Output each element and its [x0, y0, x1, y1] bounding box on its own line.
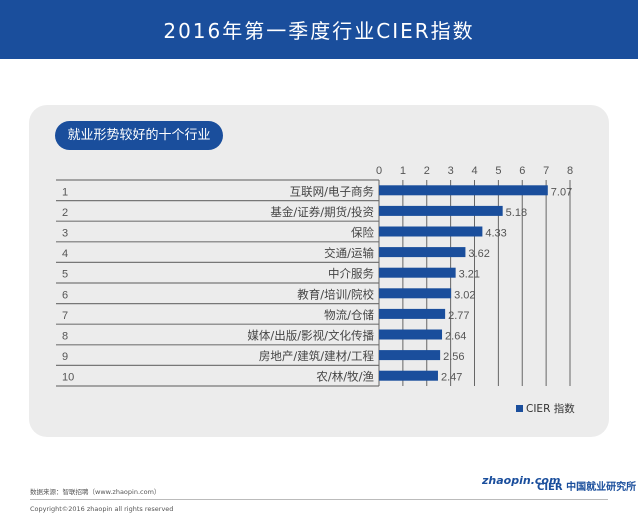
x-tick-label: 2: [424, 165, 430, 177]
rank-label: 2: [62, 207, 68, 219]
rank-label: 8: [62, 331, 68, 343]
cier-logo: CIER 中国就业研究所: [537, 482, 637, 493]
data-label: 2.47: [441, 372, 462, 384]
panel-title: 就业形势较好的十个行业: [55, 121, 223, 150]
rank-label: 9: [62, 351, 68, 363]
category-label: 保险: [351, 226, 374, 240]
bar: [379, 370, 438, 381]
category-label: 房地产/建筑/建材/工程: [259, 349, 375, 363]
rank-label: 7: [62, 310, 68, 322]
category-label: 交通/运输: [324, 246, 374, 260]
category-label: 物流/仓储: [324, 308, 374, 322]
x-tick-label: 7: [543, 165, 549, 177]
data-label: 3.21: [459, 269, 480, 281]
category-label: 中介服务: [328, 267, 374, 281]
bar: [379, 267, 456, 278]
rank-label: 3: [62, 228, 68, 240]
bar: [379, 350, 441, 361]
data-label: 2.77: [448, 310, 469, 322]
rank-label: 4: [62, 248, 68, 260]
chart-panel: [29, 105, 609, 437]
footer-divider: [30, 499, 608, 500]
data-label: 7.07: [551, 186, 572, 198]
data-label: 3.62: [468, 248, 489, 260]
bar: [379, 185, 548, 196]
rank-label: 10: [62, 372, 74, 384]
data-label: 2.56: [443, 351, 464, 363]
copyright: Copyright©2016 zhaopin all rights reserv…: [30, 505, 174, 513]
x-tick-label: 4: [471, 165, 477, 177]
category-label: 基金/证券/期货/投资: [270, 205, 374, 219]
category-label: 媒体/出版/影视/文化传播: [247, 329, 374, 343]
rank-label: 6: [62, 289, 68, 301]
bar: [379, 247, 466, 258]
x-tick-label: 8: [567, 165, 573, 177]
legend-label: CIER 指数: [526, 402, 575, 415]
x-tick-label: 1: [400, 165, 406, 177]
data-label: 4.33: [485, 228, 506, 240]
x-tick-label: 5: [495, 165, 501, 177]
rank-label: 1: [62, 186, 68, 198]
zhaopin-logo: zhaopin.com: [482, 474, 561, 487]
category-label: 农/林/牧/渔: [316, 370, 374, 384]
bar: [379, 308, 446, 319]
category-label: 互联网/电子商务: [290, 184, 375, 198]
x-tick-label: 6: [519, 165, 525, 177]
bar: [379, 329, 443, 340]
category-label: 教育/培训/院校: [297, 287, 374, 301]
rank-label: 5: [62, 269, 68, 281]
legend-swatch: [516, 405, 523, 412]
data-label: 5.18: [506, 207, 527, 219]
x-tick-label: 0: [376, 165, 382, 177]
bar: [379, 226, 483, 237]
data-source: 数据来源：智联招聘（www.zhaopin.com）: [30, 488, 161, 496]
bar: [379, 205, 503, 216]
data-label: 3.02: [454, 289, 475, 301]
data-label: 2.64: [445, 331, 466, 343]
bar: [379, 288, 452, 299]
page-title: 2016年第一季度行业CIER指数: [0, 0, 638, 59]
x-tick-label: 3: [448, 165, 454, 177]
